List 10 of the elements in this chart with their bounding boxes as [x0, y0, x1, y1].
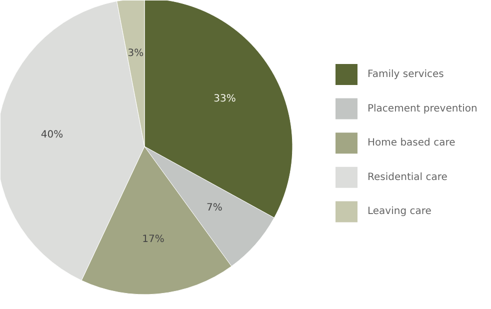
legend-label: Placement prevention — [368, 103, 478, 114]
legend-label: Home based care — [368, 138, 456, 149]
legend-label: Leaving care — [368, 206, 432, 218]
data-label: 40% — [40, 129, 64, 140]
legend-label: Residential care — [368, 172, 448, 183]
data-label: 7% — [206, 202, 222, 214]
data-label: 17% — [142, 234, 164, 245]
data-label: 33% — [214, 94, 236, 105]
data-label: 3% — [128, 48, 144, 60]
legend-label: Family services — [368, 69, 444, 80]
